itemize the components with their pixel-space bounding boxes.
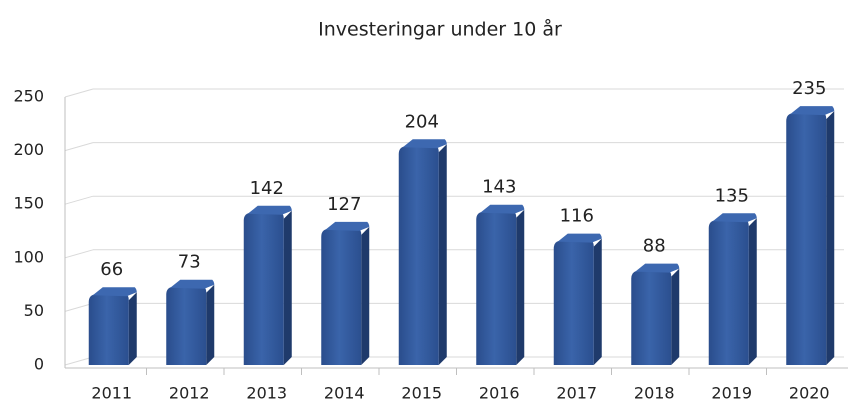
chart-title: Investeringar under 10 år <box>318 18 562 41</box>
bar-side <box>593 238 602 365</box>
x-tick-label: 2014 <box>324 384 365 403</box>
x-tick-label: 2016 <box>479 384 520 403</box>
bar-side <box>748 218 757 365</box>
bar <box>476 211 517 365</box>
value-label: 143 <box>482 177 516 198</box>
bar <box>553 240 594 365</box>
bar-side <box>361 226 370 365</box>
x-tick-label: 2012 <box>169 384 210 403</box>
bar-top <box>402 139 447 149</box>
y-tick-label: 50 <box>24 301 44 320</box>
bar-top <box>557 233 602 243</box>
bar-top <box>325 221 370 231</box>
grid-line <box>64 302 94 312</box>
value-label: 235 <box>792 78 826 99</box>
bar-side <box>283 210 292 365</box>
bar-top <box>635 263 680 273</box>
bar-top <box>92 287 137 297</box>
y-tick-label: 250 <box>13 87 44 106</box>
x-tick-label: 2017 <box>556 384 597 403</box>
bar <box>321 228 362 365</box>
x-tick-label: 2018 <box>634 384 675 403</box>
bar-side <box>128 292 137 365</box>
bar <box>708 220 749 365</box>
grid-line <box>64 142 94 152</box>
value-label: 135 <box>715 185 749 206</box>
value-label: 88 <box>643 236 666 257</box>
value-label: 116 <box>560 206 594 227</box>
x-tick-label: 2019 <box>711 384 752 403</box>
bar-top <box>712 213 757 223</box>
bar-side <box>206 284 215 365</box>
bar <box>398 146 439 365</box>
y-tick-label: 100 <box>13 247 44 266</box>
y-tick-label: 150 <box>13 194 44 213</box>
bar-top <box>480 204 525 214</box>
bar-side <box>516 209 525 365</box>
bar <box>786 113 827 365</box>
x-tick-label: 2015 <box>401 384 442 403</box>
bar <box>631 270 672 365</box>
value-label: 66 <box>100 259 123 280</box>
grid-line <box>64 249 94 259</box>
y-tick-label: 200 <box>13 140 44 159</box>
x-tick-label: 2013 <box>246 384 287 403</box>
bar-side <box>826 111 835 365</box>
value-label: 204 <box>405 111 439 132</box>
value-label: 142 <box>250 178 284 199</box>
bar <box>243 212 284 365</box>
x-tick-label: 2020 <box>789 384 830 403</box>
bar <box>88 294 129 365</box>
bar-side <box>671 268 680 365</box>
bar-side <box>438 144 447 365</box>
grid-line <box>64 356 94 366</box>
grid-line <box>64 195 94 205</box>
bar-top <box>247 205 292 215</box>
bar-top <box>790 106 835 116</box>
value-label: 127 <box>327 194 361 215</box>
grid-line <box>64 88 94 98</box>
bar-top <box>170 279 215 289</box>
y-tick-label: 0 <box>34 355 44 374</box>
value-label: 73 <box>178 252 201 273</box>
bar <box>166 286 207 365</box>
x-tick-label: 2011 <box>91 384 132 403</box>
